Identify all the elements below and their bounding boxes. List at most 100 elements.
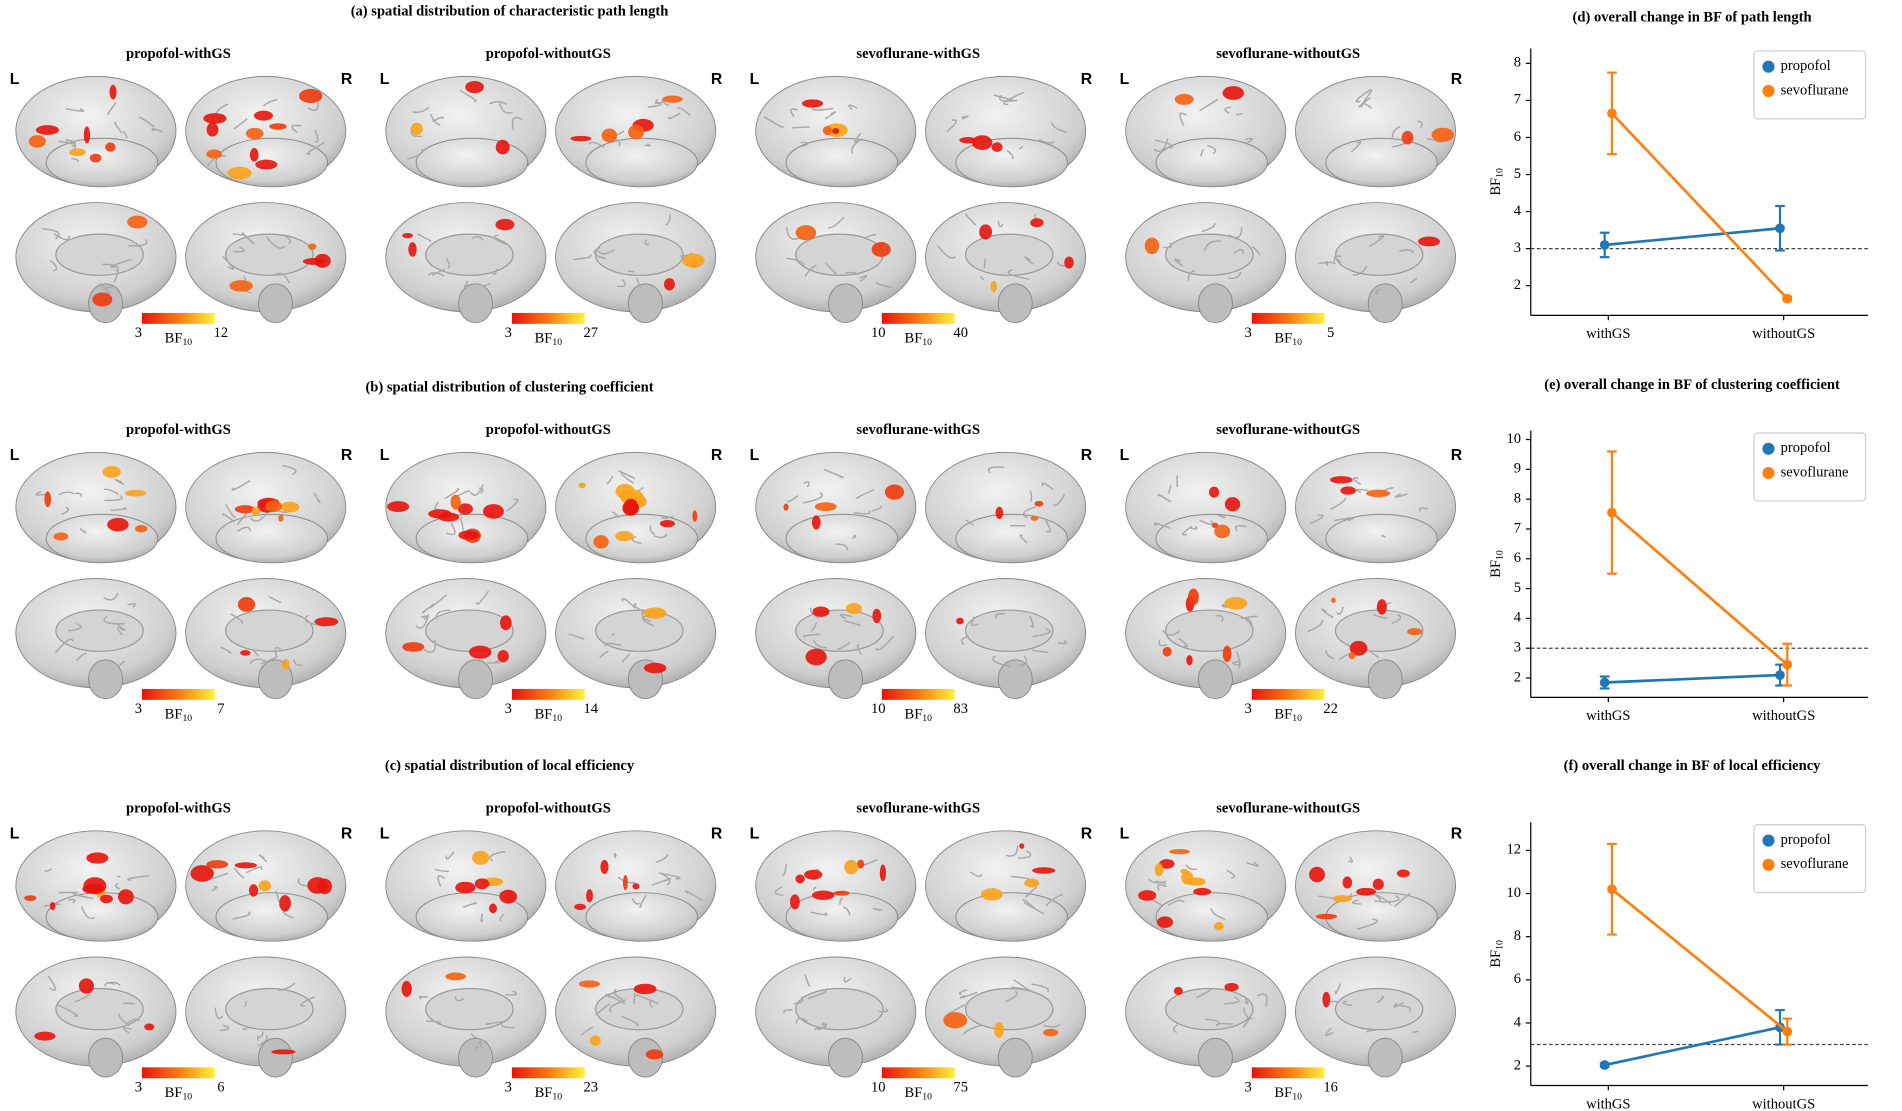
corpus-callosum: [795, 987, 884, 1031]
sulcus: [617, 278, 626, 288]
sulcus: [668, 112, 681, 120]
sulcus: [284, 234, 292, 244]
hemi-label: R: [1451, 71, 1463, 88]
medial-brain: [385, 578, 547, 700]
sulcus: [651, 877, 672, 886]
colorbar-label-sub: 10: [182, 337, 192, 348]
sulcus: [260, 654, 278, 665]
sulcus: [117, 626, 127, 636]
sulcus: [1155, 880, 1166, 885]
brainstem: [458, 1037, 494, 1078]
activation-blob: [662, 95, 683, 103]
sulcus: [1399, 249, 1415, 254]
series-line: [1604, 226, 1781, 247]
hemi-label: R: [1081, 71, 1093, 88]
colorbar-label: BF10: [535, 331, 563, 349]
sulcus: [423, 640, 436, 653]
sulcus: [783, 1009, 793, 1014]
x-tick-label: withGS: [1586, 1096, 1630, 1111]
y-tick-label: 9: [1514, 461, 1521, 477]
sulcus: [1011, 986, 1030, 992]
activation-blob: [628, 124, 645, 140]
sulcus: [1246, 861, 1259, 867]
sulcus: [65, 139, 77, 150]
legend-box: [1753, 432, 1867, 502]
sulcus: [684, 890, 703, 901]
colorbar-label: BF10: [905, 707, 933, 725]
activation-blob: [844, 859, 859, 875]
brainstem: [458, 659, 494, 700]
y-tick-label: 7: [1514, 92, 1521, 108]
activation-blob: [1064, 256, 1074, 269]
sulcus: [661, 872, 671, 886]
sulcus: [470, 484, 484, 496]
sulcus: [225, 504, 237, 518]
corpus-callosum: [1165, 233, 1254, 276]
activation-blob: [240, 649, 251, 656]
temporal-lobe: [955, 892, 1068, 942]
activation-blob: [578, 980, 600, 988]
medial-brain: [1294, 202, 1457, 324]
sulcus: [211, 886, 218, 892]
sulcus: [1179, 112, 1187, 127]
corpus-callosum: [225, 987, 314, 1031]
legend-marker: [1762, 60, 1775, 73]
temporal-lobe: [785, 892, 899, 942]
sulcus: [1032, 627, 1051, 638]
activation-blob: [265, 500, 282, 513]
sulcus: [653, 533, 668, 539]
sulcus: [417, 233, 432, 243]
colorbar-min: 10: [871, 325, 886, 341]
sulcus: [1196, 987, 1213, 999]
sulcus: [300, 996, 316, 1007]
sulcus: [1203, 240, 1221, 252]
activation-blob: [127, 215, 148, 229]
sulcus: [618, 470, 636, 480]
point: [1775, 223, 1785, 234]
activation-blob: [593, 535, 609, 549]
activation-blob: [317, 878, 332, 895]
sulcus: [1379, 894, 1400, 903]
lateral-brain: [15, 451, 177, 564]
activation-blob: [692, 510, 698, 522]
sulcus: [1243, 1007, 1253, 1020]
lateral-brain: [925, 830, 1087, 942]
sulcus: [568, 633, 585, 640]
sulcus: [593, 246, 606, 260]
colorbar: [1251, 1067, 1325, 1079]
series-line: [1611, 888, 1789, 1033]
sulcus: [459, 516, 464, 531]
sulcus: [958, 989, 968, 996]
sulcus: [961, 115, 969, 120]
activation-blob: [1159, 859, 1175, 869]
activation-blob: [1366, 489, 1391, 498]
activation-blob: [1322, 991, 1331, 1008]
activation-blob: [245, 127, 264, 140]
colorbar-max: 6: [217, 1079, 224, 1095]
sulcus: [58, 491, 75, 496]
sulcus: [803, 481, 810, 488]
sulcus: [485, 1020, 504, 1025]
panel-name: sevoflurane-withoutGS: [1216, 422, 1360, 438]
sulcus: [644, 239, 650, 246]
activation-blob: [1330, 597, 1336, 603]
y-tick-label: 8: [1514, 55, 1521, 71]
sulcus: [1031, 983, 1050, 993]
activation-blob: [495, 139, 510, 155]
sulcus: [444, 488, 460, 500]
corpus-callosum: [1165, 609, 1254, 652]
sulcus: [232, 233, 247, 237]
activation-blob: [959, 136, 977, 144]
corpus-callosum: [225, 609, 314, 652]
sulcus: [1162, 629, 1181, 636]
sulcus: [639, 894, 647, 908]
activation-blob: [402, 233, 413, 239]
sulcus: [1325, 261, 1329, 267]
medial-brain: [1294, 956, 1457, 1078]
legend-marker: [1762, 858, 1775, 871]
sulcus: [599, 650, 609, 659]
sulcus: [580, 1026, 594, 1036]
activation-blob: [500, 615, 512, 631]
sulcus: [476, 590, 490, 605]
sulcus: [993, 94, 1014, 102]
